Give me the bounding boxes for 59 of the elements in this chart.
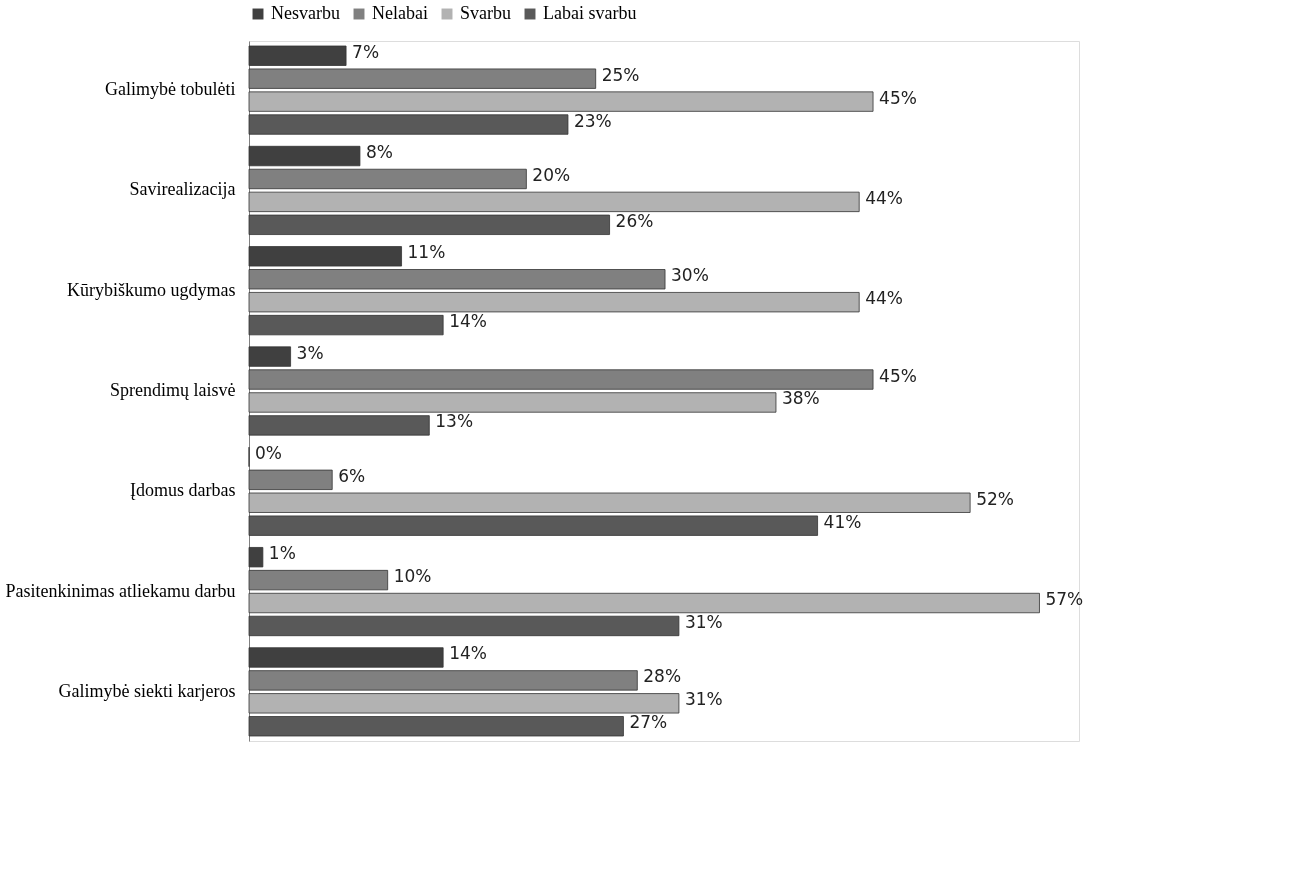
data-label: 38% [781, 388, 820, 409]
bar [248, 292, 860, 313]
bar [248, 716, 624, 737]
data-label: 30% [671, 265, 709, 286]
bar [248, 214, 610, 235]
y-tick-label: Pasitenkinimas atliekamu darbu [5, 580, 236, 601]
bar [248, 45, 347, 66]
data-label: 11% [407, 242, 446, 263]
bar [248, 145, 361, 167]
data-label: 31% [684, 611, 723, 632]
bar [248, 647, 444, 668]
data-label: 44% [865, 288, 903, 309]
data-label: 52% [976, 488, 1014, 509]
bar [248, 314, 444, 336]
bar [248, 246, 402, 267]
bar [248, 515, 818, 536]
data-label: 44% [865, 187, 903, 208]
data-label: 41% [823, 511, 862, 532]
data-label: 25% [601, 64, 640, 85]
data-label: 6% [338, 465, 366, 486]
bar [248, 346, 291, 367]
legend-label: Nesvarbu [271, 3, 340, 23]
data-label: 8% [365, 142, 393, 163]
data-label: 1% [268, 543, 296, 564]
y-tick-label: Kūrybiškumo ugdymas [67, 279, 236, 300]
bar [248, 415, 430, 436]
data-label: 31% [684, 689, 723, 710]
legend-label: Labai svarbu [543, 3, 637, 23]
data-label: 14% [449, 643, 487, 664]
data-label: 45% [879, 87, 917, 108]
y-tick-label: Galimybė siekti karjeros [58, 680, 236, 701]
data-label: 45% [879, 365, 917, 386]
data-label: 27% [629, 712, 668, 733]
bar [248, 492, 971, 513]
bar [248, 191, 860, 213]
legend-label: Svarbu [460, 3, 511, 23]
data-label: 13% [435, 411, 474, 432]
y-tick-label: Galimybė tobulėti [105, 79, 236, 100]
data-label: 26% [615, 210, 654, 231]
data-label: 0% [255, 442, 282, 463]
bar [248, 615, 680, 637]
legend-label: Nelabai [372, 3, 428, 23]
y-tick-label: Sprendimų laisvė [110, 380, 236, 400]
y-tick-label: Savirealizacija [129, 179, 236, 200]
data-label: 3% [296, 342, 324, 363]
y-tick-label: Įdomus darbas [130, 480, 236, 501]
data-label: 57% [1045, 589, 1084, 610]
bar [248, 91, 874, 112]
data-label: 14% [449, 311, 487, 332]
bar [248, 114, 569, 135]
bar [248, 547, 264, 568]
data-label: 20% [532, 164, 571, 185]
bar [248, 392, 777, 413]
data-label: 7% [352, 41, 380, 62]
data-label: 28% [643, 666, 682, 687]
bar [248, 693, 680, 714]
bar [248, 592, 1040, 614]
data-label: 23% [573, 110, 612, 131]
data-label: 10% [393, 566, 432, 587]
